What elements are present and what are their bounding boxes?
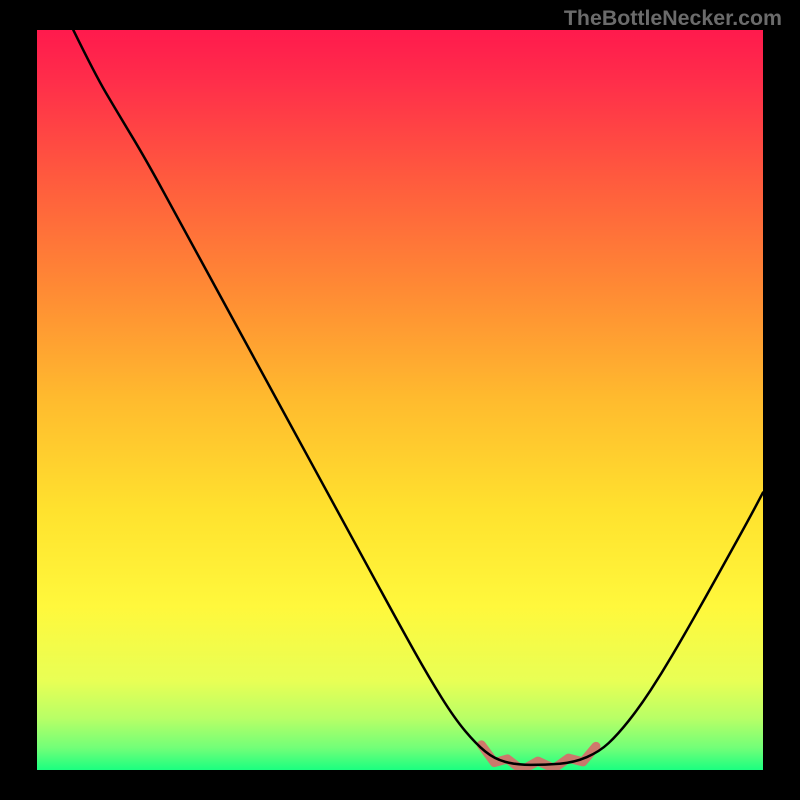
watermark-text: TheBottleNecker.com — [564, 6, 782, 31]
chart-container: TheBottleNecker.com — [0, 0, 800, 800]
plot-area — [37, 30, 763, 770]
curve-line — [73, 30, 763, 765]
optimal-range-highlight — [481, 745, 596, 770]
bottleneck-curve — [37, 30, 763, 770]
